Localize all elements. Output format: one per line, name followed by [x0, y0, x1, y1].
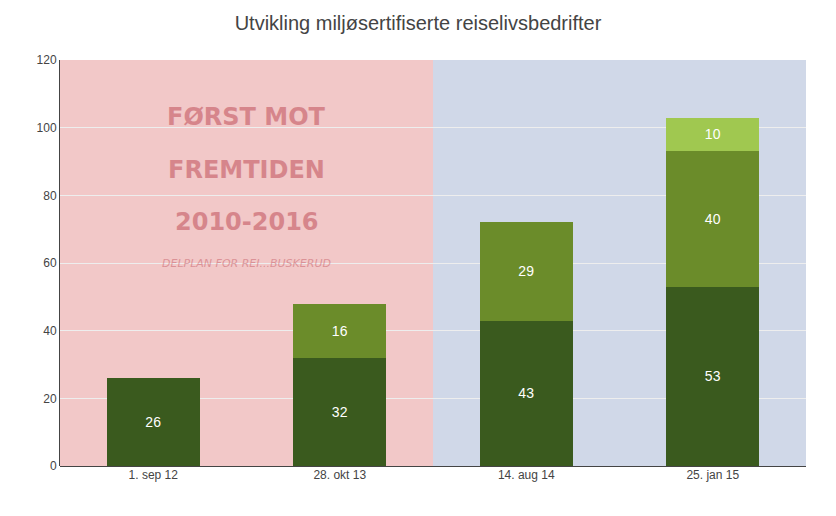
svg-text:0: 0	[50, 459, 57, 473]
svg-text:1. sep 12: 1. sep 12	[129, 468, 179, 482]
svg-text:32: 32	[332, 404, 348, 420]
svg-text:53: 53	[705, 368, 721, 384]
svg-text:40: 40	[705, 211, 721, 227]
svg-text:29: 29	[518, 263, 534, 279]
svg-text:43: 43	[518, 385, 534, 401]
svg-text:40: 40	[43, 324, 57, 338]
svg-text:FREMTIDEN: FREMTIDEN	[168, 156, 325, 184]
svg-text:60: 60	[43, 256, 57, 270]
svg-text:FØRST MOT: FØRST MOT	[167, 103, 326, 131]
svg-text:120: 120	[37, 53, 57, 67]
svg-text:100: 100	[37, 121, 57, 135]
svg-text:14. aug 14: 14. aug 14	[498, 468, 555, 482]
svg-text:16: 16	[332, 323, 348, 339]
svg-text:Utvikling miljøsertifiserte re: Utvikling miljøsertifiserte reiselivsbed…	[235, 12, 602, 34]
svg-text:2010-2016: 2010-2016	[175, 208, 319, 236]
svg-text:28. okt 13: 28. okt 13	[313, 468, 366, 482]
svg-text:20: 20	[43, 392, 57, 406]
svg-text:DELPLAN FOR REI...BUSKERUD: DELPLAN FOR REI...BUSKERUD	[162, 257, 331, 270]
svg-text:80: 80	[43, 189, 57, 203]
svg-text:25. jan 15: 25. jan 15	[686, 468, 739, 482]
svg-text:10: 10	[705, 126, 721, 142]
svg-text:26: 26	[145, 414, 161, 430]
